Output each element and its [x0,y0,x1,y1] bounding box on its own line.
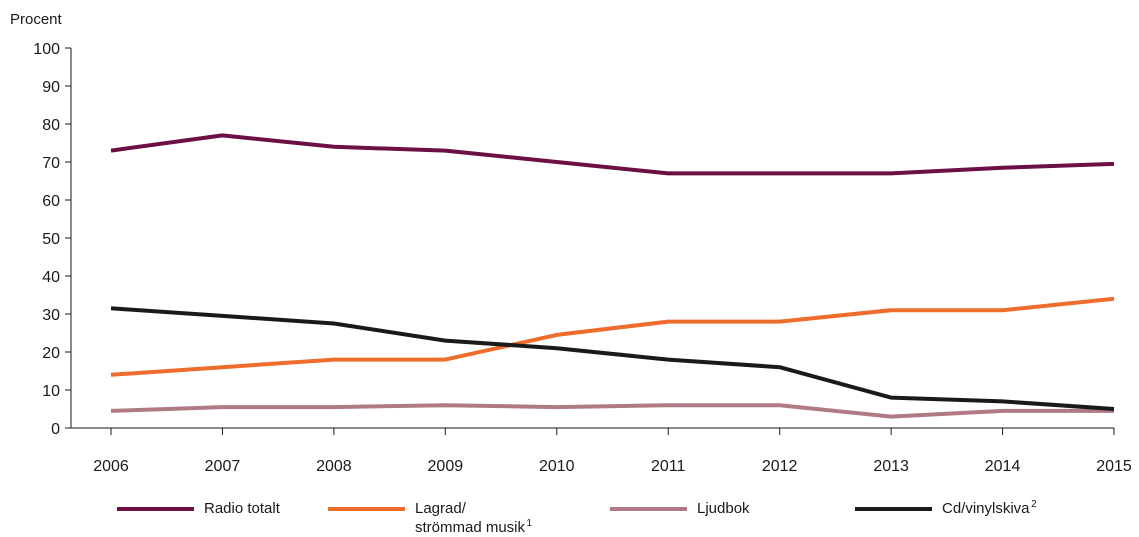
x-tick-label: 2010 [539,458,575,475]
y-tick-label: 40 [42,269,60,286]
series-line-0 [110,133,1115,176]
legend: Radio totalt Lagrad/strömmad musik 1 Ljudbo… [117,499,1037,536]
legend-footnote-mark: 1 [527,518,533,529]
y-tick-label: 100 [33,41,60,58]
series-line-2 [110,403,1114,419]
x-tick-label: 2006 [93,458,129,475]
x-axis-ticks: 2006 2007 2008 2009 2010 2011 2012 2013 2014 2015 [93,428,1132,475]
y-tick-label: 90 [42,79,60,96]
y-tick-label: 0 [51,421,60,438]
legend-footnote-mark: 2 [1031,499,1037,510]
series-line-1 [110,296,1115,377]
legend-label: Lagrad/ [415,500,467,517]
y-tick-label: 30 [42,307,60,324]
legend-label: Radio totalt [204,500,281,517]
legend-label: Cd/vinylskiva [942,500,1030,517]
y-tick-label: 80 [42,117,60,134]
series-line-3 [110,306,1115,411]
x-tick-label: 2007 [205,458,241,475]
legend-label: strömmad musik [415,519,526,536]
x-tick-label: 2014 [985,458,1021,475]
x-tick-label: 2015 [1096,458,1132,475]
x-tick-label: 2009 [428,458,464,475]
y-tick-label: 60 [42,193,60,210]
y-tick-label: 50 [42,231,60,248]
series-lines [110,133,1115,419]
y-axis-title: Procent [10,11,63,28]
x-tick-label: 2013 [873,458,909,475]
legend-label: Ljudbok [697,500,750,517]
y-tick-label: 20 [42,345,60,362]
x-tick-label: 2012 [762,458,798,475]
y-tick-label: 10 [42,383,60,400]
y-tick-label: 70 [42,155,60,172]
y-axis-ticks: 0 10 20 30 40 50 60 70 80 90 100 [33,41,71,438]
x-tick-label: 2011 [651,458,686,475]
x-tick-label: 2008 [316,458,352,475]
